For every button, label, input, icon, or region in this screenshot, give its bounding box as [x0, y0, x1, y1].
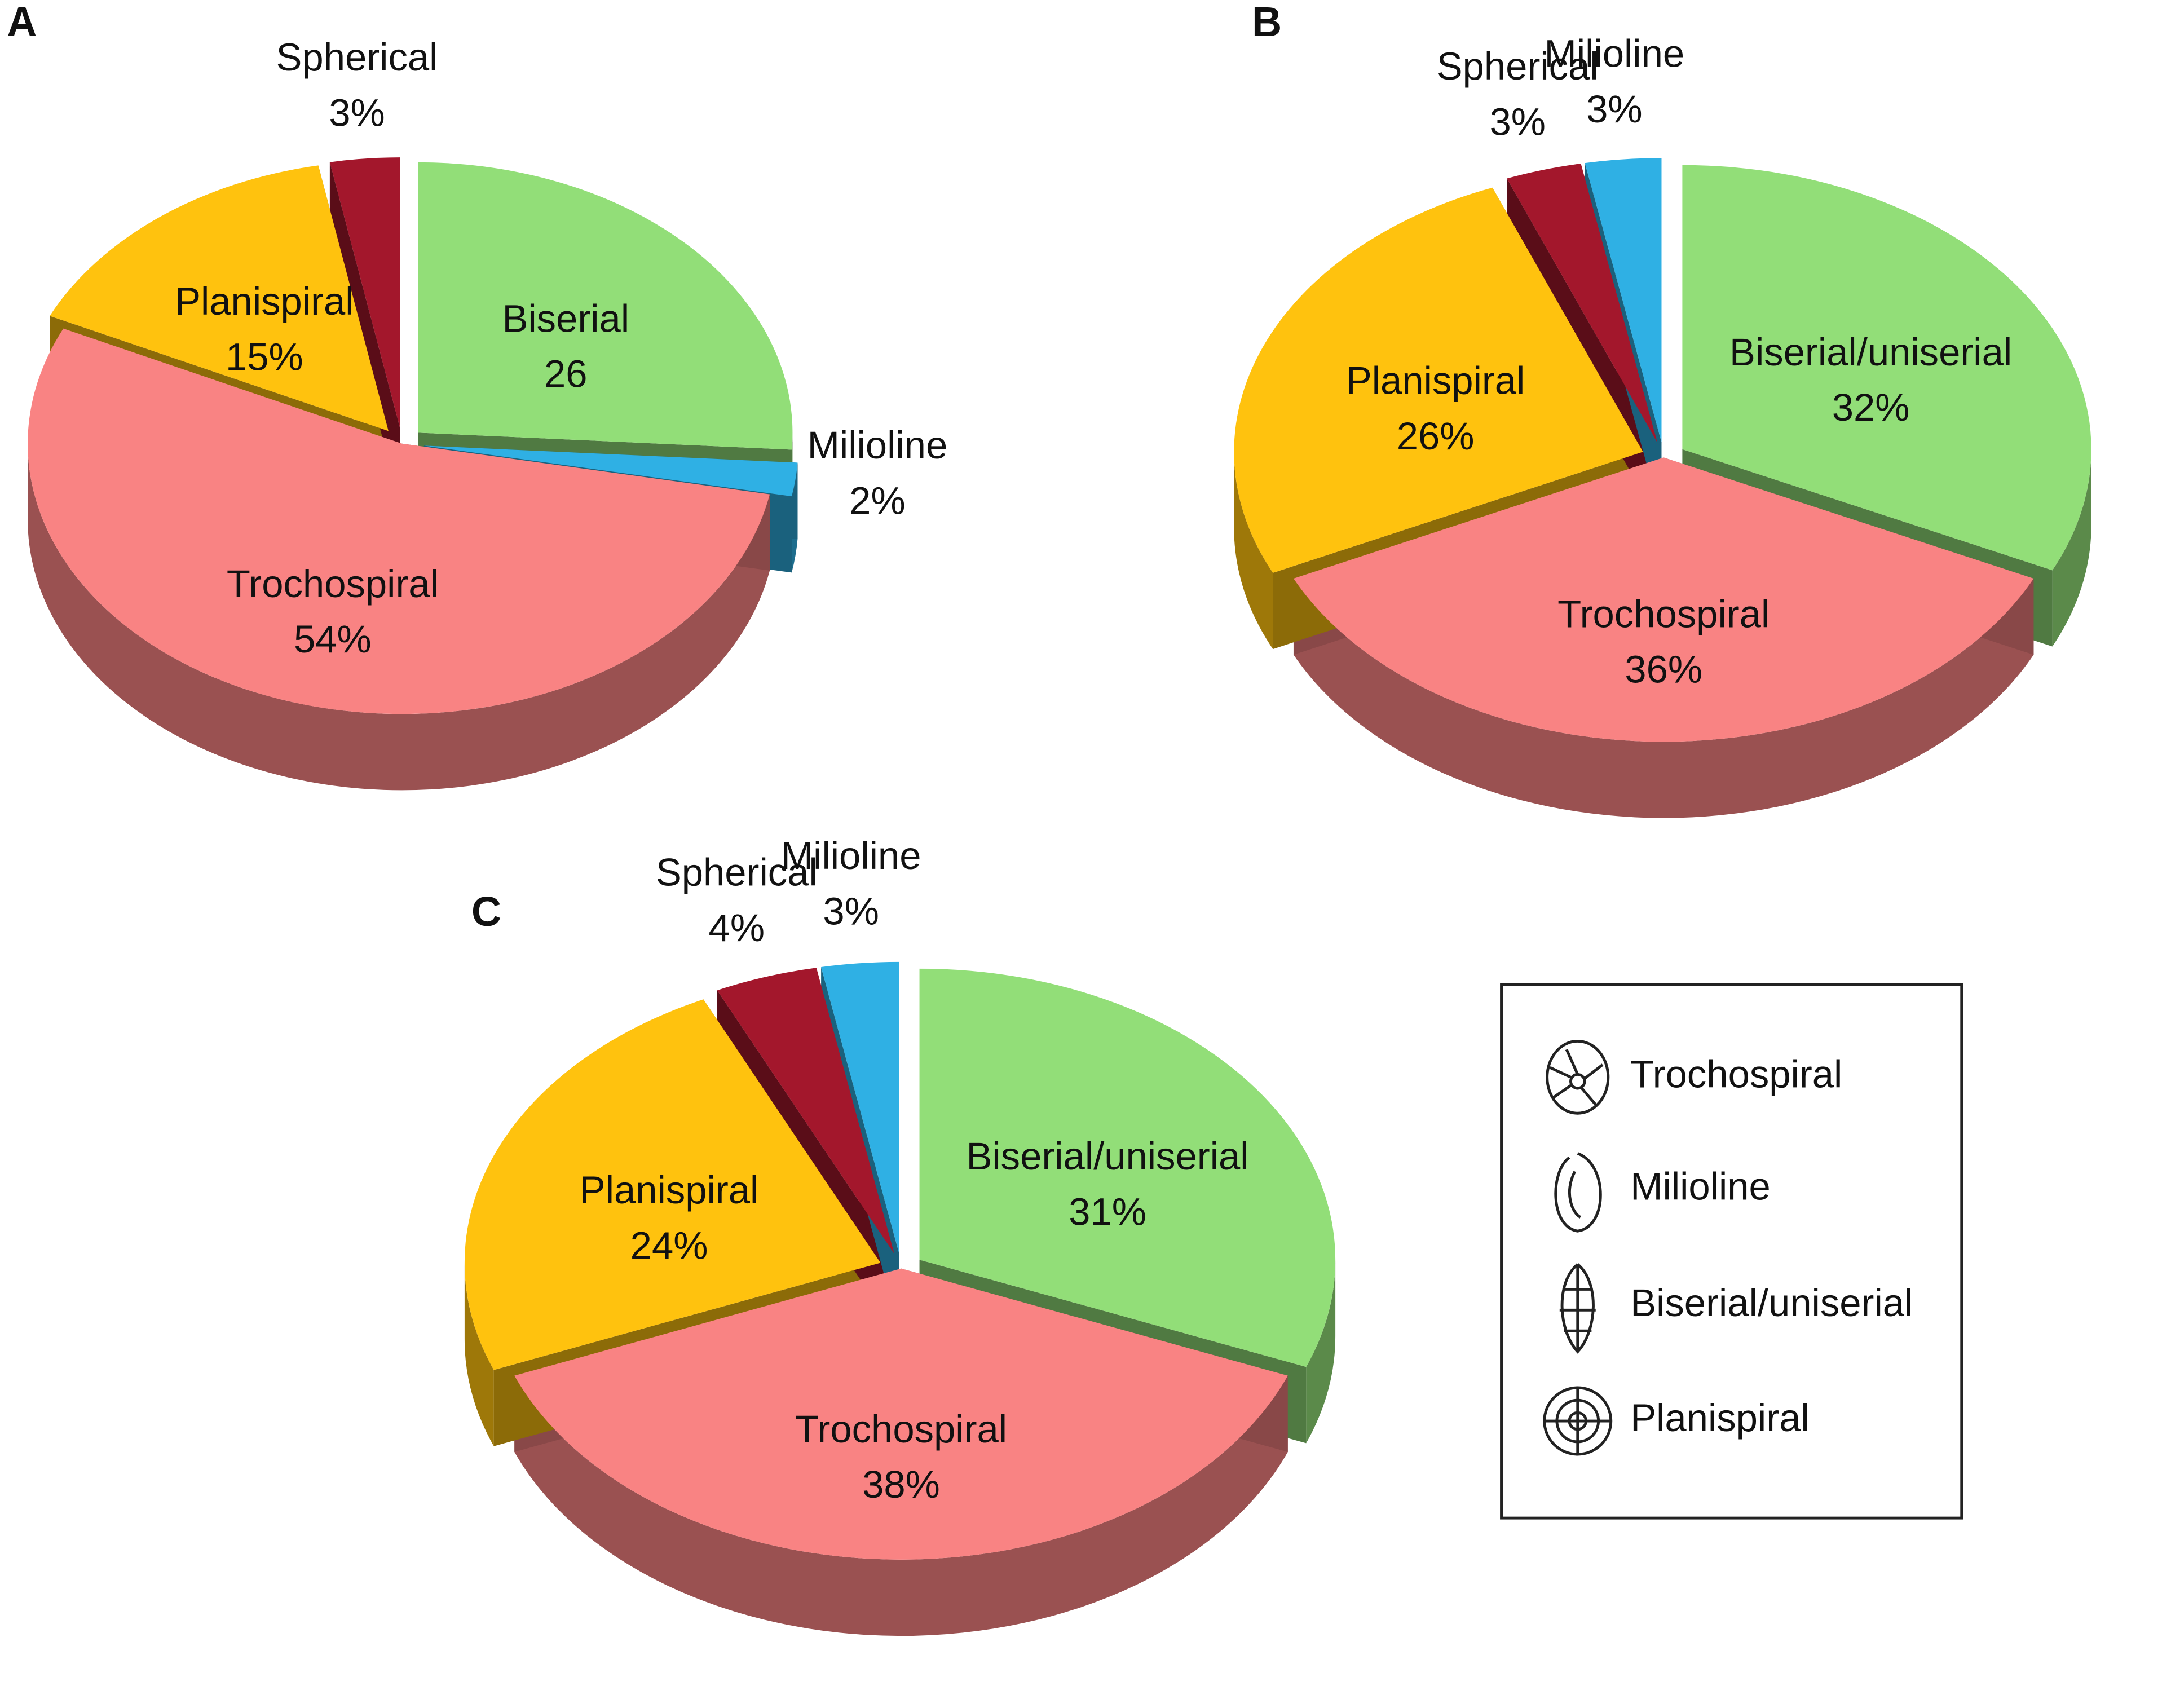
slice-name: Planispiral — [1346, 359, 1525, 403]
slice-side — [28, 443, 770, 791]
slice-name: Biserial — [502, 297, 629, 340]
panel-label: B — [1252, 0, 1282, 45]
slice — [329, 157, 400, 428]
slice-side — [1306, 1260, 1336, 1444]
slice-value: 3% — [1586, 87, 1642, 131]
slice-value: 4% — [709, 906, 765, 950]
slice-side — [514, 1375, 1288, 1636]
slice-name: Milioline — [807, 423, 948, 467]
milioline-icon — [1554, 1152, 1602, 1233]
pie: Biserial 26 Milioline 2% Trochospiral 54% Plan… — [28, 36, 948, 791]
panel-label: C — [471, 888, 501, 935]
slice — [1293, 457, 2034, 742]
slice-value: 38% — [862, 1463, 940, 1506]
pies: A Biserial 26 Milioline 2% Trochospiral 54% Pla… — [7, 0, 2091, 1636]
legend-label: Planispiral — [1630, 1396, 1810, 1440]
legend-icons — [1543, 1039, 1613, 1456]
slice-side — [1293, 578, 2034, 818]
slice-value: 2% — [849, 479, 905, 522]
slice-side — [2052, 449, 2091, 647]
slice-name: Trochospiral — [1557, 592, 1770, 635]
slice-name: Biserial/uniserial — [966, 1135, 1248, 1178]
slice-name: Trochospiral — [795, 1407, 1007, 1451]
slice-value: 24% — [630, 1224, 708, 1267]
slice-value: 3% — [823, 889, 879, 933]
slice — [514, 1268, 1288, 1560]
slice-value: 31% — [1069, 1190, 1146, 1233]
slice-side — [1234, 452, 1273, 650]
pie: Biserial/uniserial 32% Trochospiral 36% Plan… — [1234, 32, 2091, 818]
slice — [28, 328, 770, 714]
slice-name: Milioline — [781, 834, 921, 877]
biserial-icon — [1559, 1263, 1596, 1354]
slice-name: Planispiral — [175, 280, 354, 323]
slice — [717, 968, 894, 1254]
legend-label: Milioline — [1630, 1165, 1771, 1208]
slice — [919, 968, 1336, 1367]
slice-value: 32% — [1832, 386, 1910, 429]
slice — [418, 162, 793, 450]
slice — [1507, 164, 1658, 443]
slice — [423, 445, 798, 497]
slice-value: 3% — [329, 91, 385, 135]
slice-value: 36% — [1625, 648, 1702, 691]
slice — [50, 165, 389, 431]
slice — [1585, 158, 1662, 443]
slice-name: Milioline — [1545, 32, 1685, 75]
slice-name: Trochospiral — [227, 562, 439, 606]
slice-value: 3% — [1489, 100, 1545, 144]
slice — [1682, 165, 2091, 571]
slice — [821, 961, 899, 1254]
planispiral-icon — [1543, 1386, 1613, 1456]
slice-name: Spherical — [1437, 45, 1599, 88]
slice-value: 26 — [544, 352, 588, 396]
slice-name: Spherical — [276, 36, 438, 79]
slice-name: Spherical — [656, 850, 818, 894]
slice-name: Planispiral — [580, 1168, 759, 1212]
legend-label: Biserial/uniserial — [1630, 1281, 1913, 1325]
slice-side — [464, 1263, 494, 1446]
pie: Biserial/uniserial 31% Trochospiral 38% Plan… — [464, 834, 1336, 1636]
slice-value: 15% — [226, 335, 303, 378]
slice-value: 26% — [1397, 414, 1475, 458]
trochospiral-icon — [1546, 1039, 1610, 1115]
panel-label: A — [7, 0, 37, 45]
slice-value: 54% — [294, 617, 372, 661]
legend-label: Trochospiral — [1630, 1053, 1842, 1096]
slice — [1234, 187, 1643, 573]
slice — [464, 999, 881, 1370]
slice-name: Biserial/uniserial — [1729, 330, 2012, 374]
